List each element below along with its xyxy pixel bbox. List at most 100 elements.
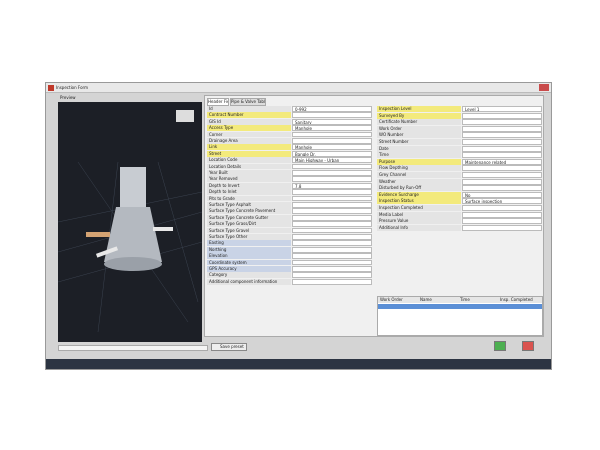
field-label: Inspection Level bbox=[377, 106, 461, 113]
field-input[interactable] bbox=[292, 221, 372, 228]
field-input[interactable] bbox=[462, 112, 542, 119]
close-button[interactable] bbox=[539, 84, 549, 91]
column-header: Insp. Completed bbox=[500, 297, 533, 302]
field-label: Surface Type Concrete Pavement bbox=[207, 208, 291, 215]
field-input[interactable] bbox=[292, 246, 372, 253]
form-panel: Header Fields Pipe & Valve Tables Id0-99… bbox=[204, 95, 544, 337]
field-label: Date bbox=[377, 145, 461, 152]
field-label: GPS Accuracy bbox=[207, 266, 291, 272]
field-input[interactable]: Manhole bbox=[292, 144, 372, 151]
field-input[interactable]: 7.8 bbox=[292, 182, 372, 189]
field-label: Surface Type Other bbox=[207, 234, 291, 240]
tab[interactable]: Header Fields bbox=[207, 98, 229, 106]
table-header-row bbox=[378, 297, 542, 303]
field-input[interactable] bbox=[462, 205, 542, 212]
field-input[interactable] bbox=[462, 211, 542, 218]
field-input[interactable]: Bangle Dr. bbox=[292, 150, 372, 157]
field-input[interactable] bbox=[462, 145, 542, 152]
field-input[interactable]: Sanitary bbox=[292, 118, 372, 125]
field-input[interactable] bbox=[292, 138, 372, 144]
field-label: Location Code bbox=[207, 157, 291, 164]
field-label: Pits to Grade bbox=[207, 195, 291, 202]
field-input[interactable] bbox=[292, 208, 372, 215]
field-input[interactable] bbox=[292, 253, 372, 260]
ok-button[interactable] bbox=[494, 341, 506, 351]
app-icon bbox=[48, 85, 54, 91]
field-input[interactable] bbox=[292, 227, 372, 234]
field-input[interactable] bbox=[462, 224, 542, 231]
field-input[interactable] bbox=[292, 170, 372, 176]
field-input[interactable] bbox=[292, 131, 372, 138]
field-input[interactable]: Surface inspection bbox=[462, 198, 542, 205]
field-label: Contract Number bbox=[207, 112, 291, 119]
field-label: Depth to Invert bbox=[207, 182, 291, 189]
field-input[interactable] bbox=[292, 176, 372, 183]
field-label: Weather bbox=[377, 178, 461, 185]
field-label: Pressure Value bbox=[377, 218, 461, 225]
field-input[interactable] bbox=[292, 163, 372, 170]
field-label: Surface Type Grass/Dirt bbox=[207, 221, 291, 228]
field-input[interactable] bbox=[292, 278, 372, 285]
column-header: Work Order bbox=[380, 297, 403, 302]
field-input[interactable] bbox=[292, 234, 372, 240]
field-input[interactable]: No bbox=[462, 191, 542, 198]
selected-row[interactable] bbox=[378, 304, 542, 309]
field-label: Year Built bbox=[207, 170, 291, 176]
field-input[interactable] bbox=[462, 172, 542, 179]
field-input[interactable]: Level 1 bbox=[462, 106, 542, 113]
field-label: Surface Type Concrete Gutter bbox=[207, 214, 291, 221]
field-label: Media Label bbox=[377, 211, 461, 218]
field-label: WO Number bbox=[377, 132, 461, 139]
field-input[interactable] bbox=[292, 259, 372, 266]
field-label: Additional Info bbox=[377, 224, 461, 231]
field-input[interactable] bbox=[462, 218, 542, 225]
tab[interactable]: Pipe & Valve Tables bbox=[230, 98, 266, 106]
save-preset-button[interactable]: Save preset bbox=[211, 343, 247, 351]
model-view bbox=[58, 110, 202, 333]
viewer-label: Preview bbox=[60, 95, 76, 100]
field-label: Access Type bbox=[207, 125, 291, 132]
field-label: Easting bbox=[207, 240, 291, 247]
field-input[interactable] bbox=[462, 139, 542, 146]
right-fields: Inspection Level Level 1 Surveyed By Certif… bbox=[377, 106, 543, 236]
field-input[interactable] bbox=[462, 178, 542, 185]
field-input[interactable]: Manhole bbox=[292, 125, 372, 132]
field-input[interactable] bbox=[292, 112, 372, 119]
field-label: Work Order bbox=[377, 125, 461, 132]
field-label: Surveyed By bbox=[377, 112, 461, 119]
field-input[interactable]: Main Highway - Urban bbox=[292, 157, 372, 164]
field-input[interactable]: Maintenance related bbox=[462, 158, 542, 165]
field-label: Inspection Completed bbox=[377, 205, 461, 212]
field-input[interactable] bbox=[292, 240, 372, 247]
field-input[interactable] bbox=[292, 189, 372, 196]
field-label: Time bbox=[377, 152, 461, 159]
column-header: Time bbox=[460, 297, 470, 302]
field-label: Corner bbox=[207, 131, 291, 138]
field-input[interactable]: 0-992 bbox=[292, 106, 372, 112]
field-label: Northing bbox=[207, 246, 291, 253]
field-input[interactable] bbox=[462, 125, 542, 132]
taskbar bbox=[46, 359, 551, 369]
field-input[interactable] bbox=[462, 132, 542, 139]
field-input[interactable] bbox=[292, 202, 372, 208]
field-input[interactable] bbox=[462, 165, 542, 172]
field-input[interactable] bbox=[292, 266, 372, 272]
field-label: Street Number bbox=[377, 139, 461, 146]
field-input[interactable] bbox=[462, 119, 542, 126]
field-label: Id bbox=[207, 106, 291, 112]
field-label: Link bbox=[207, 144, 291, 151]
field-input[interactable] bbox=[292, 272, 372, 279]
field-input[interactable] bbox=[462, 152, 542, 159]
cancel-button[interactable] bbox=[522, 341, 534, 351]
field-label: Purpose bbox=[377, 158, 461, 165]
field-label: Location Details bbox=[207, 163, 291, 170]
field-input[interactable] bbox=[292, 214, 372, 221]
field-input[interactable] bbox=[292, 195, 372, 202]
viewer[interactable] bbox=[58, 102, 202, 342]
column-header: Name bbox=[420, 297, 432, 302]
field-label: Category bbox=[207, 272, 291, 279]
field-label: Surface Type Gravel bbox=[207, 227, 291, 234]
field-label: Disturbed by Run-Off bbox=[377, 185, 461, 192]
field-label: Street bbox=[207, 150, 291, 157]
field-input[interactable] bbox=[462, 185, 542, 192]
